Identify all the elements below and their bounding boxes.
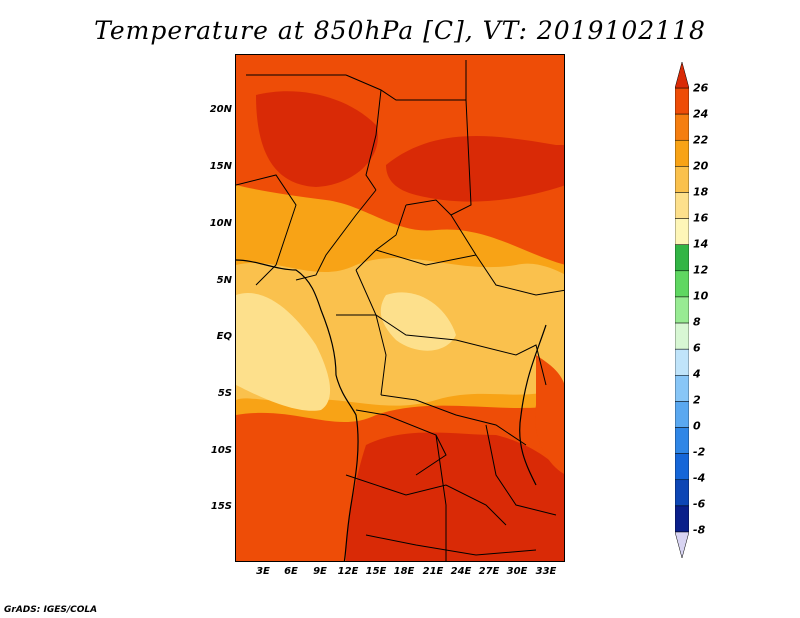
colorbar-cell	[675, 192, 689, 219]
colorbar-label: 8	[693, 315, 701, 329]
lon-label: 12E	[337, 566, 359, 577]
colorbar-label: 18	[693, 185, 709, 199]
lon-label: 3E	[256, 566, 270, 577]
colorbar-cell	[675, 296, 689, 324]
lon-label: 30E	[506, 566, 528, 577]
lat-label: 5S	[217, 388, 232, 399]
field-22-east	[535, 355, 564, 474]
colorbar	[675, 62, 689, 558]
colorbar-cell	[675, 87, 689, 115]
colorbar-label: 22	[693, 133, 709, 147]
lon-label: 27E	[478, 566, 500, 577]
field-16-west	[236, 293, 331, 411]
colorbar-label: 24	[693, 107, 709, 121]
colorbar-label: 0	[693, 419, 701, 433]
field-24-south	[346, 432, 564, 561]
lat-label: 5N	[216, 275, 232, 286]
lat-label: 15N	[209, 161, 232, 172]
lon-label: 6E	[284, 566, 298, 577]
colorbar-label: 14	[693, 237, 709, 251]
colorbar-label: 4	[693, 367, 701, 381]
colorbar-cell	[675, 166, 689, 193]
east-lakes	[519, 324, 547, 486]
colorbar-bottom-arrow	[675, 531, 689, 558]
country-borders	[236, 60, 564, 561]
colorbar-label: 10	[693, 289, 709, 303]
field-24-north-east	[386, 136, 564, 202]
colorbar-label: 20	[693, 159, 709, 173]
colorbar-cell	[675, 479, 689, 507]
west-coastline	[236, 259, 359, 561]
colorbar-label: 26	[693, 81, 709, 95]
colorbar-cell	[675, 270, 689, 298]
colorbar-cell	[675, 505, 689, 533]
colorbar-cell	[675, 348, 689, 376]
colorbar-top-arrow	[675, 62, 689, 89]
colorbar-label: 16	[693, 211, 709, 225]
lon-label: 9E	[313, 566, 327, 577]
lat-label: 10S	[210, 445, 232, 456]
colorbar-cell	[675, 427, 689, 454]
colorbar-label: 6	[693, 341, 701, 355]
lat-label: 20N	[209, 104, 232, 115]
credit-footer: GrADS: IGES/COLA	[4, 605, 98, 615]
map-canvas	[236, 55, 564, 561]
colorbar-cell	[675, 375, 689, 402]
colorbar-label: 2	[693, 393, 701, 407]
colorbar-cell	[675, 322, 689, 350]
colorbar-cell	[675, 453, 689, 481]
lon-label: 24E	[450, 566, 472, 577]
lat-label: 15S	[210, 501, 232, 512]
colorbar-label: 12	[693, 263, 709, 277]
lon-label: 15E	[365, 566, 387, 577]
field-16-centre	[380, 292, 456, 351]
colorbar-label: -8	[693, 523, 706, 537]
lat-label: EQ	[216, 331, 232, 342]
colorbar-cell	[675, 113, 689, 141]
colorbar-label: -4	[693, 471, 706, 485]
colorbar-label: -6	[693, 497, 706, 511]
colorbar-cell	[675, 218, 689, 245]
lat-label: 10N	[209, 218, 232, 229]
colorbar-cell	[675, 244, 689, 272]
colorbar-label: -2	[693, 445, 706, 459]
lon-label: 18E	[393, 566, 415, 577]
temperature-map	[235, 54, 565, 562]
colorbar-cell	[675, 139, 689, 167]
colorbar-cell	[675, 401, 689, 428]
lon-label: 33E	[535, 566, 557, 577]
field-24-north-west	[256, 91, 378, 187]
lon-label: 21E	[422, 566, 444, 577]
map-title: Temperature at 850hPa [C], VT: 201910211…	[94, 16, 706, 45]
